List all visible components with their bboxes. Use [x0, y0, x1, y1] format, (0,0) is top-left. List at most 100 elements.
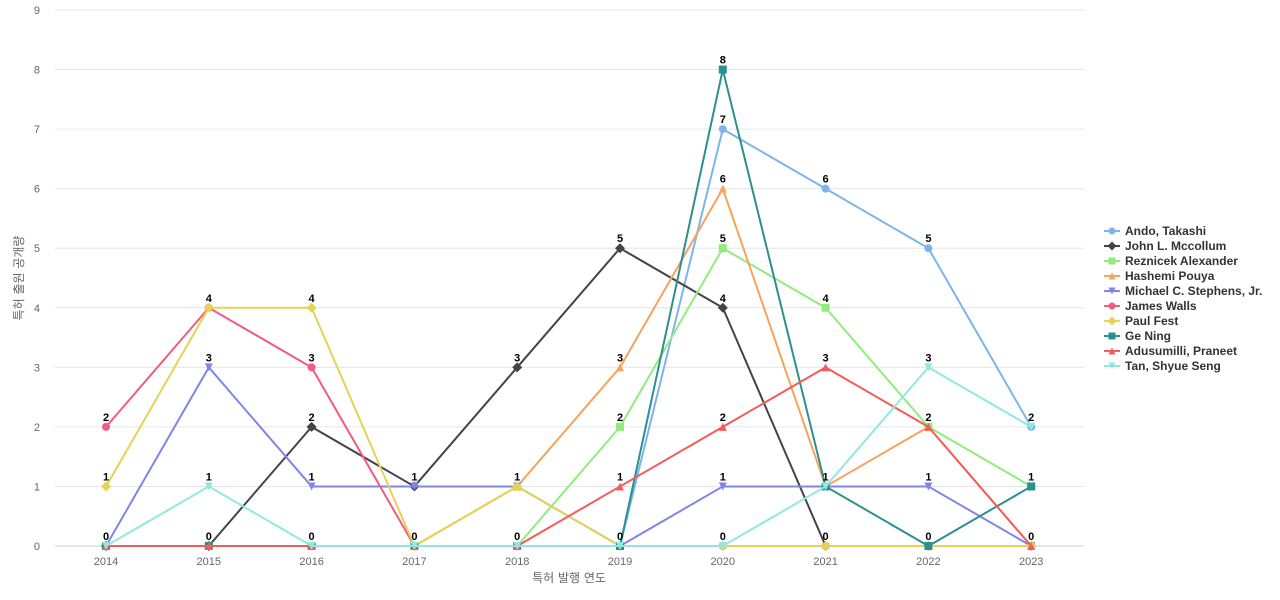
data-label: 1: [925, 471, 931, 483]
data-point[interactable]: [616, 422, 624, 431]
data-point[interactable]: [718, 542, 727, 550]
data-label: 1: [823, 471, 829, 483]
legend-marker: [1108, 257, 1116, 265]
data-point[interactable]: [717, 302, 728, 313]
data-point[interactable]: [102, 542, 110, 550]
data-label: 1: [103, 471, 109, 483]
data-label: 3: [823, 352, 829, 364]
data-point[interactable]: [924, 422, 933, 431]
data-label: 3: [514, 352, 520, 364]
data-point[interactable]: [821, 184, 830, 193]
data-point[interactable]: [307, 482, 316, 491]
data-label: 0: [720, 531, 726, 543]
legend-label: Tan, Shyue Seng: [1125, 359, 1221, 373]
data-point[interactable]: [821, 303, 830, 312]
legend-marker: [1107, 316, 1117, 326]
data-label: 0: [514, 531, 520, 543]
data-label: 1: [309, 471, 315, 483]
legend-item[interactable]: Adusumilli, Praneet: [1104, 344, 1237, 358]
data-point[interactable]: [204, 482, 213, 491]
legend-marker: [1108, 272, 1116, 280]
data-point[interactable]: [718, 244, 727, 253]
data-label: 3: [617, 352, 623, 364]
y-tick-label: 2: [34, 422, 40, 434]
data-point[interactable]: [718, 422, 727, 431]
y-tick-label: 0: [34, 541, 40, 553]
data-point[interactable]: [924, 244, 933, 253]
data-label: 4: [720, 293, 727, 305]
data-point[interactable]: [307, 542, 316, 550]
data-point[interactable]: [718, 65, 727, 74]
data-point[interactable]: [102, 422, 110, 431]
legend-marker: [1108, 227, 1116, 235]
data-point[interactable]: [1027, 482, 1036, 491]
data-point[interactable]: [306, 302, 317, 313]
y-tick-label: 1: [34, 481, 40, 493]
data-point[interactable]: [616, 482, 624, 491]
series-9: [102, 363, 1036, 550]
series-line: [106, 128, 1033, 547]
data-point[interactable]: [204, 363, 213, 372]
legend-marker: [1108, 362, 1116, 370]
data-point[interactable]: [512, 481, 523, 492]
legend-item[interactable]: Reznicek Alexander: [1104, 254, 1238, 268]
series-4: [102, 363, 1036, 550]
data-point[interactable]: [924, 482, 933, 491]
legend-label: Paul Fest: [1125, 314, 1178, 328]
legend-item[interactable]: Ando, Takashi: [1104, 224, 1206, 238]
data-point[interactable]: [410, 542, 419, 550]
data-label: 0: [925, 531, 931, 543]
data-label: 7: [720, 114, 726, 126]
data-point[interactable]: [307, 363, 316, 372]
data-point[interactable]: [410, 482, 419, 491]
y-tick-label: 7: [34, 124, 40, 136]
data-label: 0: [309, 531, 315, 543]
x-tick-label: 2019: [608, 556, 632, 568]
legend-item[interactable]: Hashemi Pouya: [1104, 269, 1215, 283]
data-point[interactable]: [306, 421, 317, 432]
series-line: [106, 247, 1032, 547]
legend-item[interactable]: Ge Ning: [1104, 329, 1171, 343]
data-point[interactable]: [615, 243, 625, 254]
series-line: [105, 366, 1032, 547]
legend-item[interactable]: James Walls: [1104, 299, 1197, 313]
data-point[interactable]: [821, 363, 830, 372]
data-point[interactable]: [718, 125, 727, 134]
legend-item[interactable]: Paul Fest: [1104, 314, 1178, 328]
x-tick-label: 2020: [711, 556, 735, 568]
data-point[interactable]: [513, 542, 522, 550]
data-point[interactable]: [1027, 422, 1036, 431]
legend-item[interactable]: Tan, Shyue Seng: [1104, 359, 1221, 373]
data-point[interactable]: [821, 482, 830, 491]
data-point[interactable]: [512, 362, 523, 373]
data-point[interactable]: [924, 542, 933, 550]
x-tick-label: 2018: [505, 556, 529, 568]
data-point[interactable]: [616, 542, 624, 550]
y-tick-label: 3: [34, 362, 40, 374]
data-point[interactable]: [718, 482, 727, 491]
legend-label: Ge Ning: [1125, 329, 1171, 343]
data-label: 0: [411, 531, 417, 543]
series-line: [105, 366, 1032, 547]
x-tick-label: 2015: [197, 556, 221, 568]
data-label: 0: [823, 531, 829, 543]
data-point[interactable]: [718, 184, 727, 193]
data-point[interactable]: [101, 481, 111, 492]
y-axis-title: 특허 출원 공개량: [12, 236, 26, 321]
x-tick-label: 2016: [299, 556, 323, 568]
data-point[interactable]: [924, 363, 933, 372]
y-tick-label: 5: [34, 243, 40, 255]
data-point[interactable]: [820, 541, 831, 551]
data-point[interactable]: [616, 363, 624, 372]
data-point[interactable]: [203, 302, 214, 313]
data-label: 0: [1028, 531, 1034, 543]
data-point[interactable]: [204, 542, 213, 550]
legend-item[interactable]: John L. Mccollum: [1104, 239, 1226, 253]
legend-item[interactable]: Michael C. Stephens, Jr.: [1104, 284, 1262, 298]
data-label: 2: [925, 412, 931, 424]
series-lines: [101, 65, 1037, 551]
data-point[interactable]: [1027, 542, 1036, 550]
data-label: 2: [1028, 412, 1034, 424]
x-tick-label: 2014: [94, 556, 118, 568]
